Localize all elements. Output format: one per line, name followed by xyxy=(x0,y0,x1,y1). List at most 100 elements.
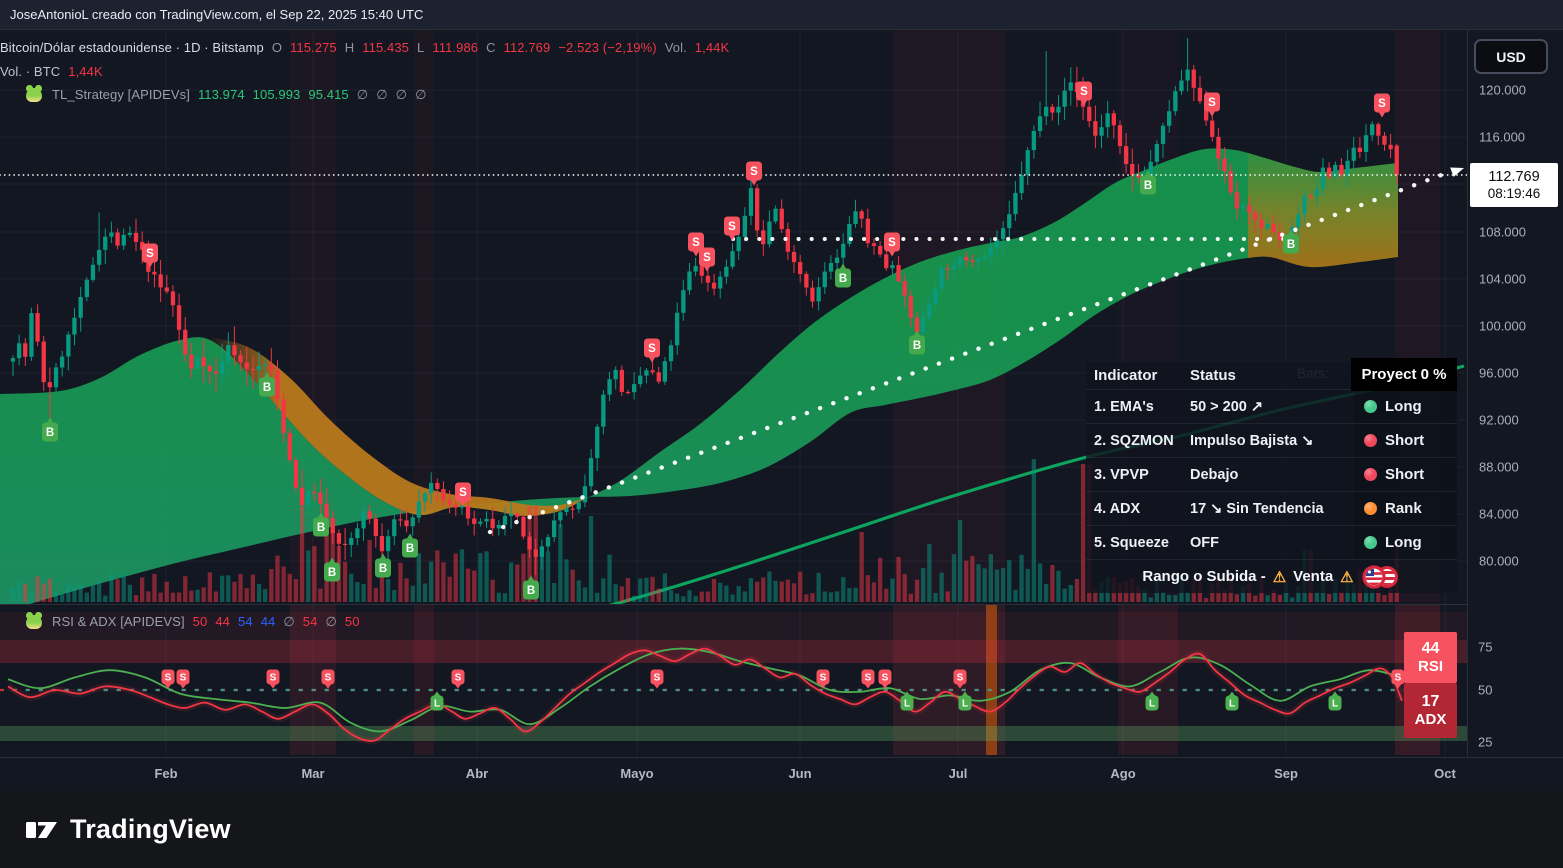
svg-text:S: S xyxy=(146,248,154,260)
svg-text:L: L xyxy=(904,699,910,710)
price-tick-label: 116.000 xyxy=(1479,129,1526,145)
month-label-ago[interactable]: Ago xyxy=(1110,766,1136,781)
svg-text:S: S xyxy=(180,673,187,684)
month-label-jul[interactable]: Jul xyxy=(948,766,968,781)
indicator-status: Impulso Bajista ↘ xyxy=(1190,432,1314,449)
svg-text:B: B xyxy=(328,567,336,579)
svg-text:L: L xyxy=(1149,699,1155,710)
month-label-mayo[interactable]: Mayo xyxy=(620,766,654,781)
main-legend-row-ohlc[interactable]: Bitcoin/Dólar estadounidense · 1D · Bits… xyxy=(0,40,729,55)
svg-text:L: L xyxy=(962,699,968,710)
legend-value: 54 xyxy=(238,614,253,629)
indicator-name: 4. ADX xyxy=(1094,500,1141,517)
month-label-abr[interactable]: Abr xyxy=(465,766,489,781)
price-tick-label: 92.000 xyxy=(1479,412,1519,428)
price-axis[interactable]: USD 120.000 116.000 108.000 104.000 100.000 9… xyxy=(1467,30,1563,791)
svg-text:S: S xyxy=(750,166,758,178)
warning-icon: ⚠ xyxy=(1340,568,1354,586)
legend-value: ∅ xyxy=(395,87,408,102)
legend-value: 50 xyxy=(344,614,360,629)
month-label-sep[interactable]: Sep xyxy=(1274,766,1298,781)
legend-value: 44 xyxy=(260,614,276,629)
month-label-feb[interactable]: Feb xyxy=(154,766,178,781)
svg-text:L: L xyxy=(1229,699,1235,710)
legend-value: 111.986 xyxy=(432,40,479,55)
svg-text:S: S xyxy=(1208,97,1216,109)
rsi-tick-label: 75 xyxy=(1478,639,1493,655)
svg-text:B: B xyxy=(263,382,271,394)
svg-text:B: B xyxy=(406,543,414,555)
legend-value: H xyxy=(344,40,355,55)
svg-text:B: B xyxy=(913,340,921,352)
svg-text:S: S xyxy=(957,673,964,684)
signal-cell: Long xyxy=(1354,390,1457,423)
legend-value: 112.769 xyxy=(503,40,551,55)
status-dot-green xyxy=(1364,536,1377,549)
price-tick-label: 108.000 xyxy=(1479,224,1526,240)
main-legend-row-volume[interactable]: Vol. · BTC 1,44K xyxy=(0,64,103,79)
legend-value: 54 xyxy=(302,614,318,629)
svg-text:L: L xyxy=(434,699,440,710)
table-footer-caption: Rango o Subida - ⚠ Venta ⚠ xyxy=(1086,560,1457,593)
svg-text:S: S xyxy=(648,343,656,355)
svg-text:S: S xyxy=(703,252,711,264)
price-tick-label: 96.000 xyxy=(1479,365,1519,381)
price-tick-label: 80.000 xyxy=(1479,553,1519,569)
bar-countdown-timer: 08:19:46 xyxy=(1487,185,1541,201)
legend-value: −2.523 (−2,19%) xyxy=(558,40,657,55)
month-label-mar[interactable]: Mar xyxy=(301,766,325,781)
chart-attribution-text: JoseAntonioL creado con TradingView.com,… xyxy=(10,7,424,22)
legend-value: O xyxy=(271,40,283,55)
indicator-name: 2. SQZMON xyxy=(1094,432,1174,449)
svg-text:S: S xyxy=(165,673,172,684)
rsi-legend-row[interactable]: RSI & ADX [APIDEVS] 50 44 54 44 ∅ 54 ∅ 50 xyxy=(26,612,360,630)
pane-separator[interactable] xyxy=(0,604,1467,605)
svg-text:S: S xyxy=(1080,86,1088,98)
indicator-row: 4. ADX 17 ↘ Sin Tendencia Rank xyxy=(1086,492,1457,526)
svg-text:S: S xyxy=(654,673,661,684)
svg-text:B: B xyxy=(527,585,535,597)
svg-text:S: S xyxy=(692,237,700,249)
published-chart-header: JoseAntonioL creado con TradingView.com,… xyxy=(0,0,1563,30)
indicator-column-header: Indicator xyxy=(1094,367,1158,384)
price-tick-label: 100.000 xyxy=(1479,318,1526,334)
indicator-row: 2. SQZMON Impulso Bajista ↘ Short xyxy=(1086,424,1457,458)
footer-text-range: Rango o Subida - xyxy=(1142,568,1266,585)
svg-text:S: S xyxy=(1395,673,1402,684)
legend-value: 95.415 xyxy=(308,87,349,102)
svg-text:S: S xyxy=(865,673,872,684)
legend-value: ∅ xyxy=(356,87,369,102)
svg-text:S: S xyxy=(325,673,332,684)
svg-text:B: B xyxy=(46,427,54,439)
time-axis[interactable]: Feb Mar Abr Mayo Jun Jul Ago Sep Oct xyxy=(0,757,1563,792)
svg-text:S: S xyxy=(1378,98,1386,110)
current-price-label: 112.769 08:19:46 xyxy=(1470,163,1558,207)
indicator-row: 1. EMA's 50 > 200 ↗ Long xyxy=(1086,390,1457,424)
currency-toggle-button[interactable]: USD xyxy=(1474,39,1548,74)
tradingview-logo-icon[interactable] xyxy=(24,815,60,845)
legend-value: 105.993 xyxy=(252,87,301,102)
legend-value: 113.974 xyxy=(197,87,245,102)
signal-cell: Short xyxy=(1354,458,1457,491)
footer-text-sell: Venta xyxy=(1293,568,1334,585)
svg-text:S: S xyxy=(459,487,467,499)
indicator-row: 3. VPVP Debajo Short xyxy=(1086,458,1457,492)
signal-label: Long xyxy=(1385,534,1422,551)
status-dot-orange xyxy=(1364,502,1377,515)
indicator-status: 50 > 200 ↗ xyxy=(1190,398,1264,415)
signal-label: Short xyxy=(1385,466,1425,483)
legend-value: TL_Strategy [APIDEVs] xyxy=(52,87,190,102)
month-label-jun[interactable]: Jun xyxy=(788,766,812,781)
main-legend-row-strategy[interactable]: TL_Strategy [APIDEVs] 113.974 105.993 95.41… xyxy=(26,85,427,103)
rsi-tick-label: 25 xyxy=(1478,734,1493,750)
legend-value: ∅ xyxy=(283,614,295,629)
legend-value: 50 xyxy=(192,614,208,629)
indicator-name: 1. EMA's xyxy=(1094,398,1154,415)
tradingview-brand-name[interactable]: TradingView xyxy=(70,814,231,844)
rsi-tick-label: 50 xyxy=(1478,682,1493,698)
legend-value: ∅ xyxy=(376,87,388,102)
frog-icon xyxy=(26,612,42,629)
month-label-oct[interactable]: Oct xyxy=(1434,766,1456,781)
projection-badge: Proyect 0 % xyxy=(1351,358,1457,391)
